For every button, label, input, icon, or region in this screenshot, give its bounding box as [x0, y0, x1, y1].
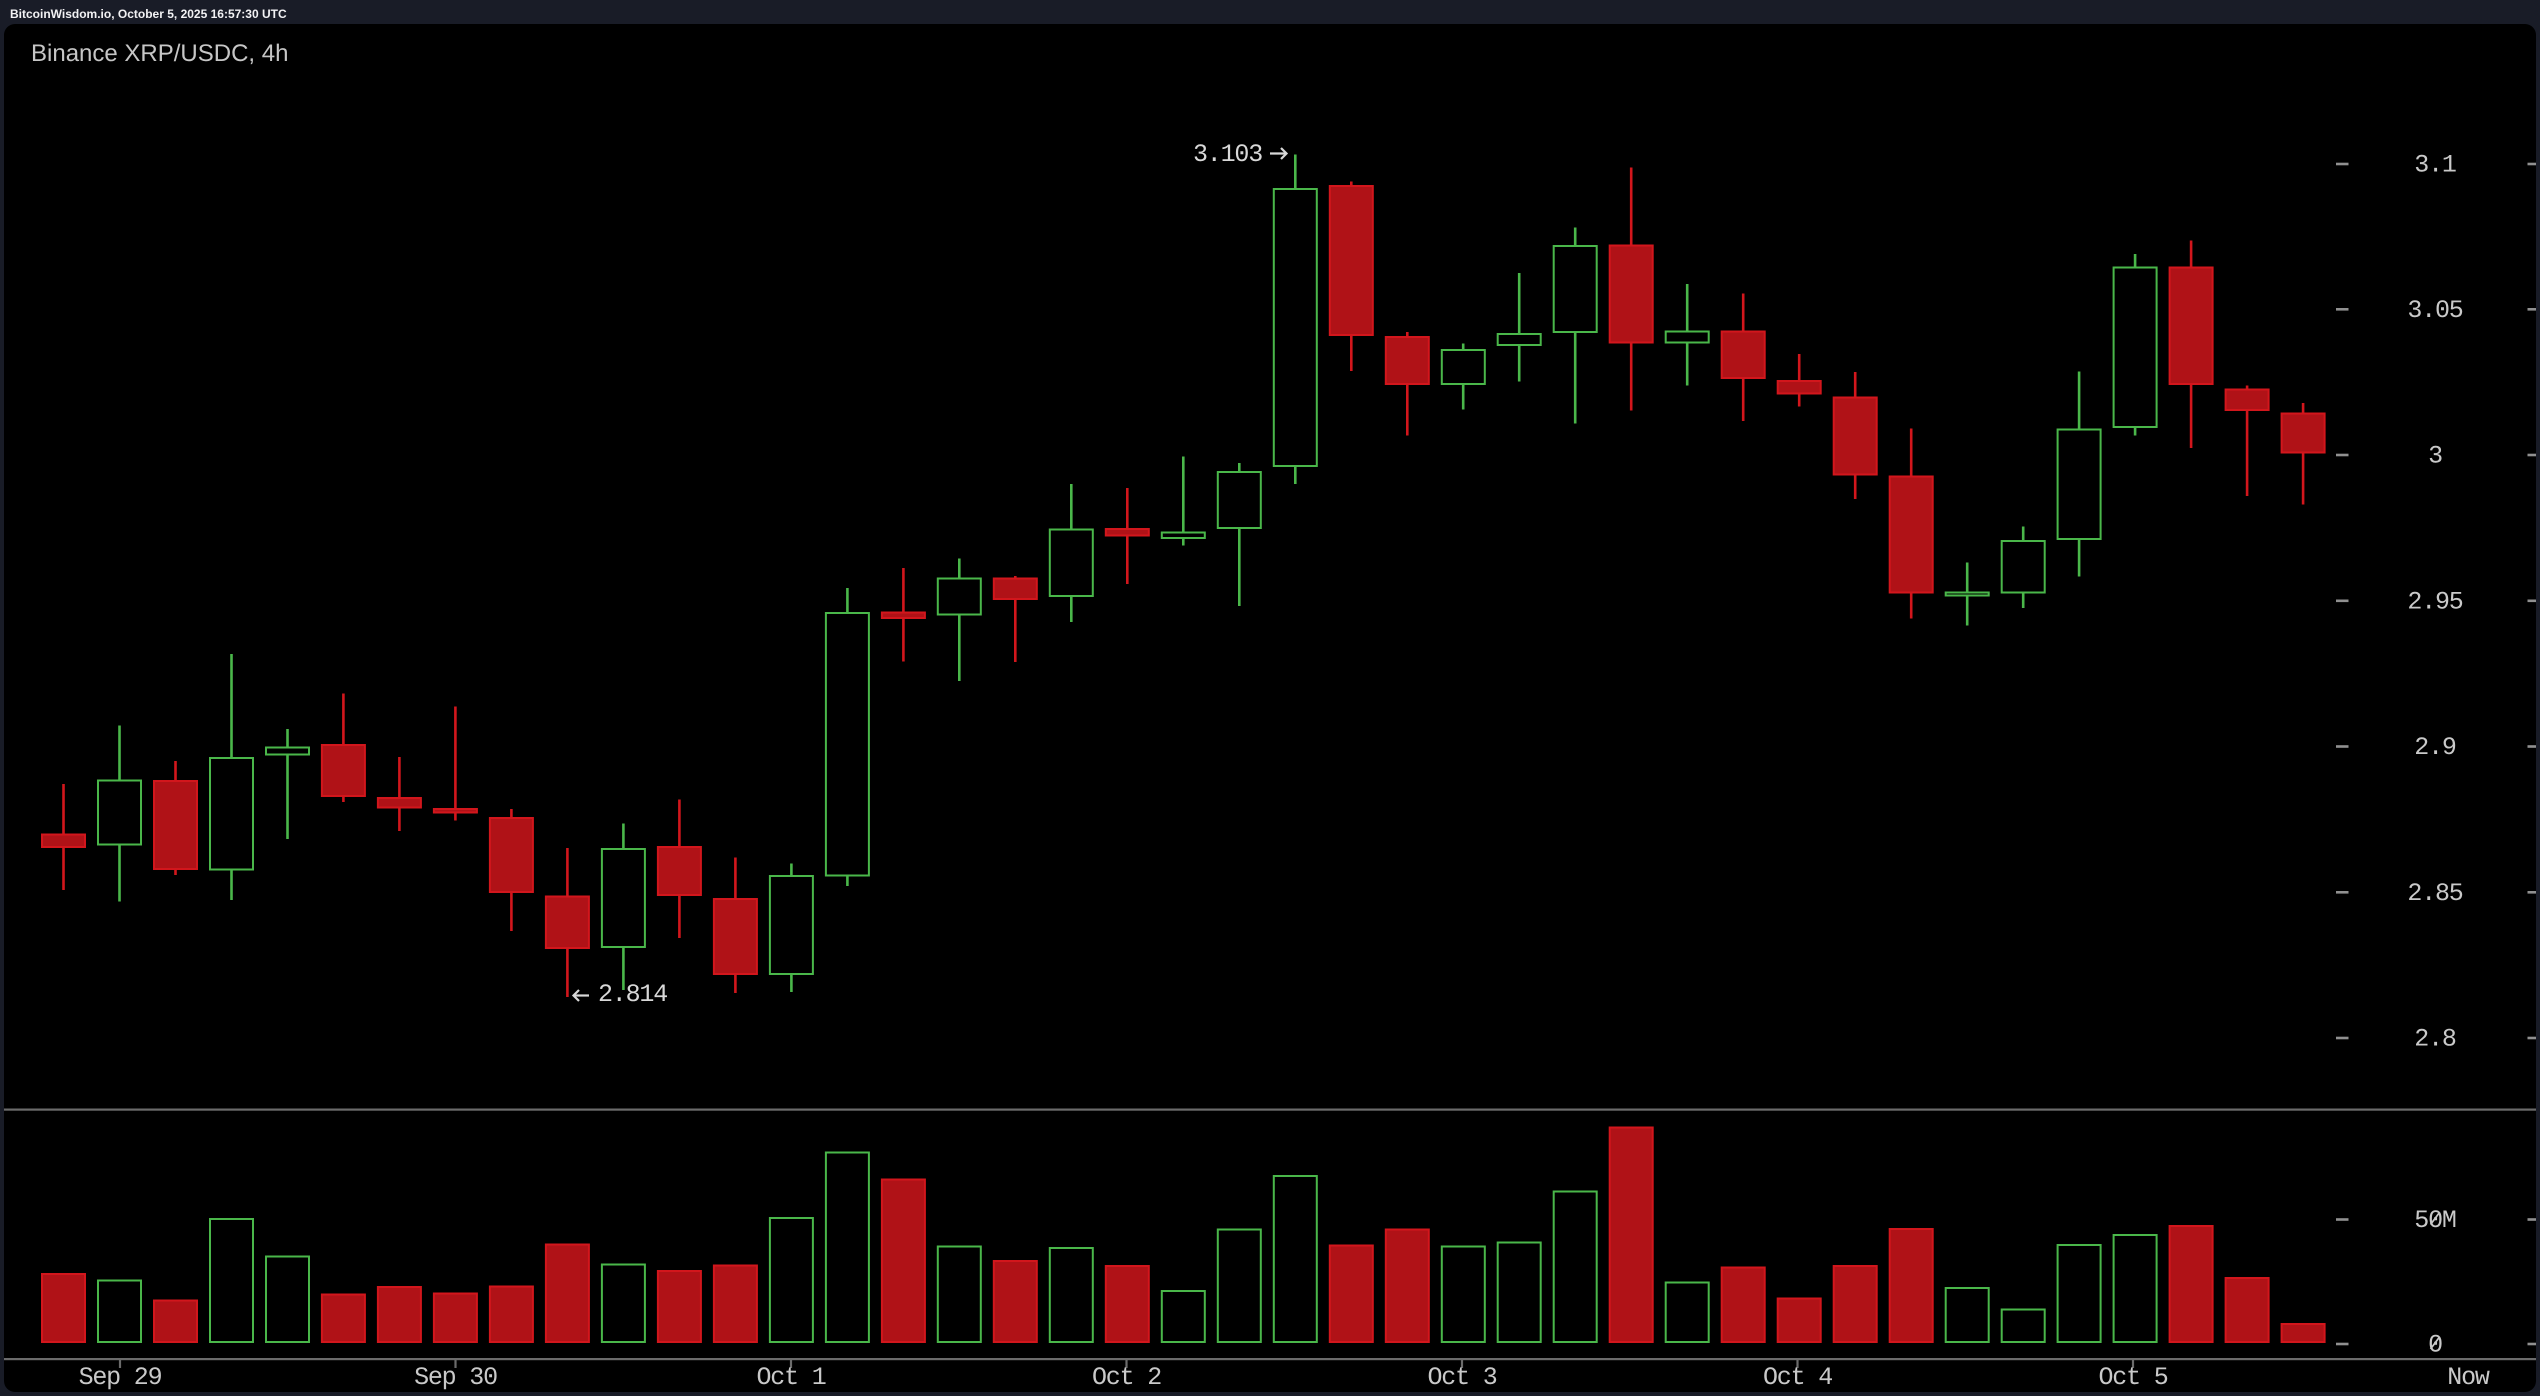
svg-text:Oct 5: Oct 5 — [2098, 1363, 2167, 1392]
svg-text:Oct 2: Oct 2 — [1092, 1363, 1161, 1392]
svg-text:2.9: 2.9 — [2414, 733, 2456, 762]
svg-text:2.8: 2.8 — [2414, 1025, 2456, 1054]
svg-text:Oct 4: Oct 4 — [1763, 1363, 1832, 1392]
svg-text:2.85: 2.85 — [2407, 879, 2462, 908]
svg-text:2.814: 2.814 — [598, 980, 667, 1009]
svg-text:3: 3 — [2428, 442, 2442, 471]
svg-text:3.1: 3.1 — [2414, 151, 2456, 180]
svg-text:50M: 50M — [2414, 1206, 2456, 1235]
svg-text:3.103: 3.103 — [1193, 140, 1262, 169]
svg-text:Sep 30: Sep 30 — [414, 1363, 497, 1392]
svg-text:Now: Now — [2447, 1363, 2490, 1392]
svg-text:0: 0 — [2428, 1331, 2442, 1360]
svg-text:Sep 29: Sep 29 — [79, 1363, 162, 1392]
svg-text:3.05: 3.05 — [2407, 296, 2462, 325]
svg-text:Binance XRP/USDC, 4h: Binance XRP/USDC, 4h — [31, 40, 288, 67]
svg-text:Oct 1: Oct 1 — [756, 1363, 825, 1392]
svg-text:2.95: 2.95 — [2407, 587, 2462, 616]
svg-text:Oct 3: Oct 3 — [1427, 1363, 1496, 1392]
